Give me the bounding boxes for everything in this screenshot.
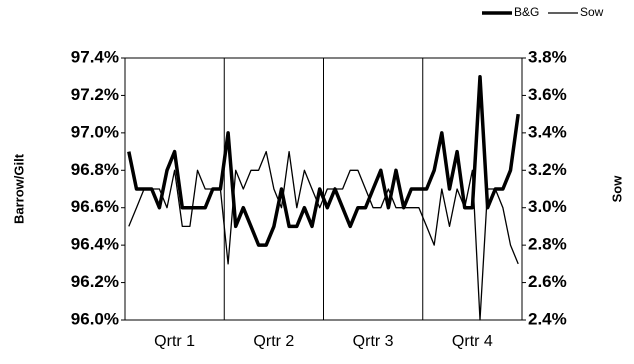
y-tick-label: 97.2% <box>71 85 119 104</box>
y2-tick-label: 2.8% <box>528 235 567 254</box>
x-tick-label: Qrtr 1 <box>154 333 195 350</box>
y2-axis-label: Sow <box>609 175 624 203</box>
y-tick-label: 96.8% <box>71 160 119 179</box>
y2-tick-label: 3.2% <box>528 160 567 179</box>
y-tick-label: 97.4% <box>71 47 119 66</box>
y-tick-label: 96.2% <box>71 272 119 291</box>
y2-tick-label: 2.4% <box>528 309 567 328</box>
x-tick-label: Qrtr 4 <box>452 333 493 350</box>
y2-tick-label: 2.6% <box>528 272 567 291</box>
y-tick-label: 96.4% <box>71 235 119 254</box>
y-tick-label: 96.0% <box>71 309 119 328</box>
x-tick-label: Qrtr 2 <box>253 333 294 350</box>
y-tick-label: 96.6% <box>71 197 119 216</box>
x-tick-label: Qrtr 3 <box>353 333 394 350</box>
y2-tick-label: 3.4% <box>528 122 567 141</box>
y-tick-label: 97.0% <box>71 122 119 141</box>
y2-tick-label: 3.8% <box>528 47 567 66</box>
legend-label: Sow <box>580 5 604 19</box>
y2-tick-label: 3.0% <box>528 197 567 216</box>
series-line <box>128 150 519 321</box>
y2-tick-label: 3.6% <box>528 85 567 104</box>
y-axis-label: Barrow/Gilt <box>11 153 26 224</box>
legend-label: B&G <box>514 5 539 19</box>
